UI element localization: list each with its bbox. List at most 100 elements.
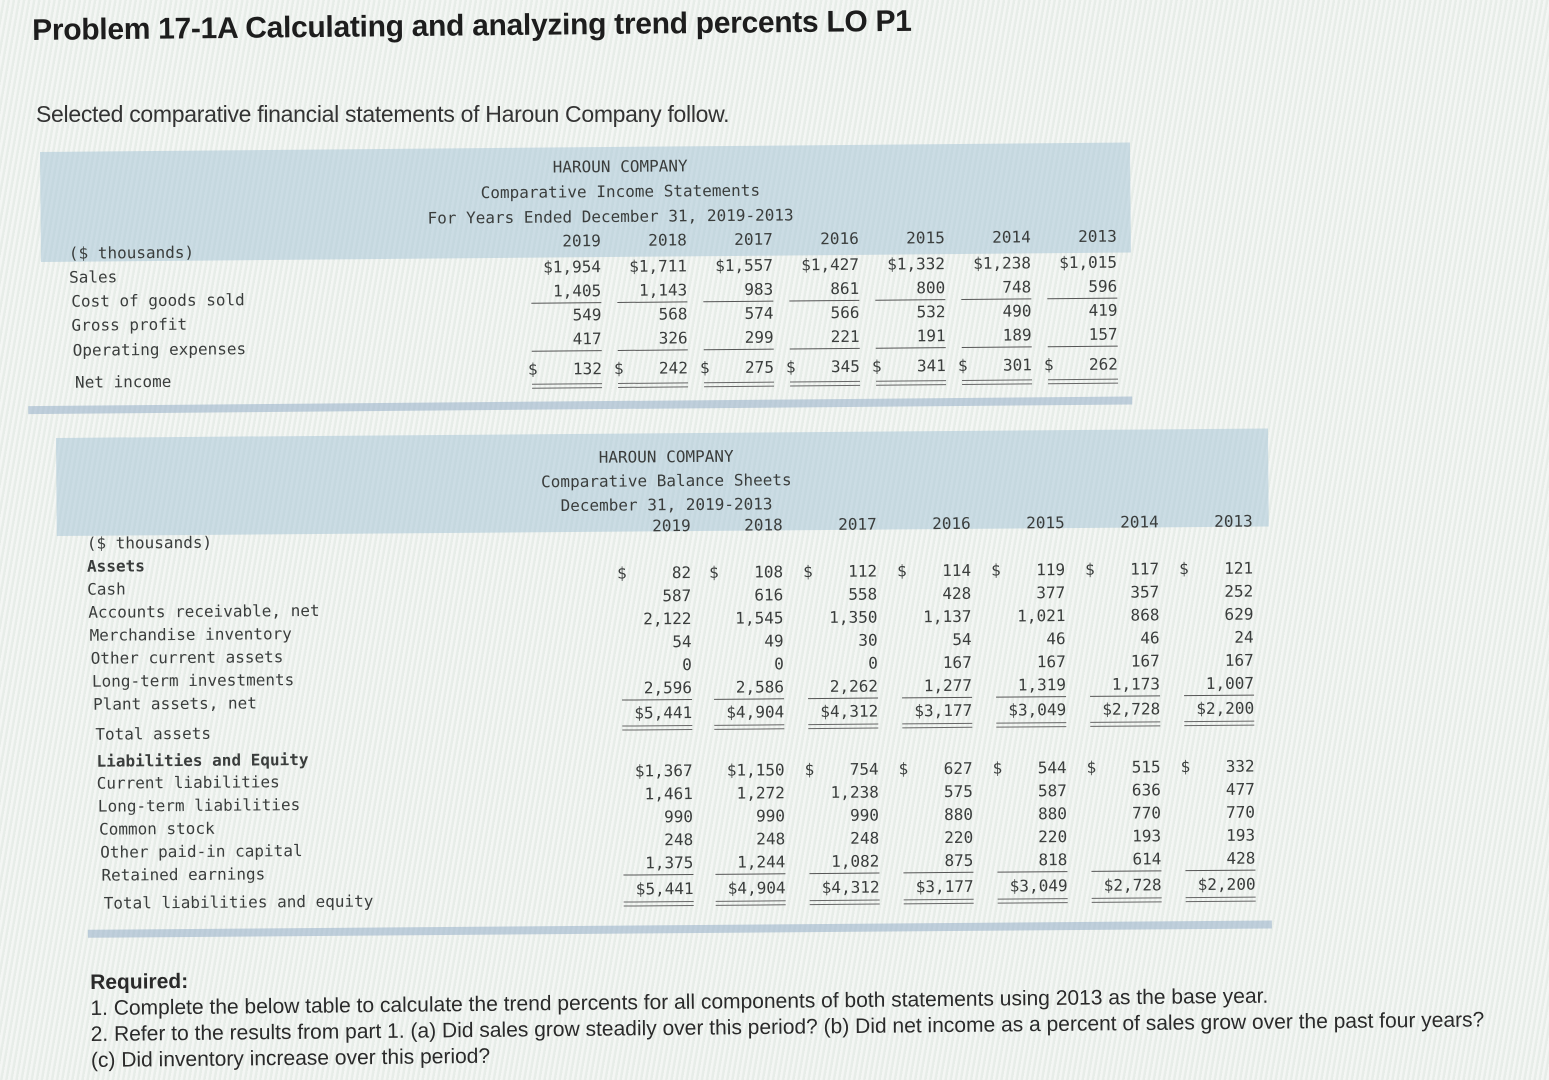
liabilities-equity-heading: Liabilities and Equity xyxy=(96,750,309,771)
plant-assets-2015: 1,319 xyxy=(1017,675,1067,695)
gross-profit-2014: 490 xyxy=(1002,301,1032,321)
double-underline xyxy=(996,722,1067,728)
double-underline xyxy=(623,901,694,907)
opex-2017: 299 xyxy=(744,327,774,347)
total-assets-2014: $2,728 xyxy=(1102,699,1161,719)
double-underline xyxy=(1184,720,1255,727)
net-income-2013: $262 xyxy=(1043,354,1118,375)
double-underline xyxy=(622,725,693,731)
currency-sign: $ xyxy=(990,560,1001,580)
lt-investments-2019: 0 xyxy=(682,655,692,675)
underline xyxy=(996,696,1067,698)
sales-2014: $1,238 xyxy=(973,253,1032,273)
sales-2018: $1,711 xyxy=(629,256,688,276)
row-label-accounts-receivable: Accounts receivable, net xyxy=(88,600,320,622)
opex-2014: 189 xyxy=(1002,325,1032,345)
double-underline xyxy=(1185,896,1256,903)
row-label-gross-profit: Gross profit xyxy=(71,314,188,335)
double-underline xyxy=(704,381,775,388)
underline xyxy=(875,299,946,301)
row-label-other-paid-in-capital: Other paid-in capital xyxy=(100,841,303,862)
lt-investments-2018: 0 xyxy=(774,654,784,674)
paid-in-capital-2016: 220 xyxy=(944,827,974,848)
other-current-2018: 49 xyxy=(764,631,784,651)
retained-earnings-2013: 428 xyxy=(1226,848,1256,868)
row-label-merchandise-inventory: Merchandise inventory xyxy=(89,624,292,645)
underline xyxy=(623,874,694,876)
double-underline xyxy=(714,724,785,730)
total-le-2015: $3,049 xyxy=(1009,876,1068,896)
underline xyxy=(997,871,1068,873)
net-income-2014: $301 xyxy=(957,355,1032,375)
net-income-2015: $341 xyxy=(871,356,946,376)
row-label-net-income: Net income xyxy=(74,371,172,392)
year-header: 2017 xyxy=(734,229,773,249)
year-header: 2014 xyxy=(1120,512,1159,532)
sales-2015: $1,332 xyxy=(887,254,946,274)
other-current-2015: 46 xyxy=(1046,629,1066,649)
paid-in-capital-2013: 193 xyxy=(1226,825,1256,845)
current-liab-2015: $544 xyxy=(992,758,1067,778)
common-stock-2016: 880 xyxy=(944,804,974,825)
table-bottom-border xyxy=(87,920,1272,938)
total-assets-2015: $3,049 xyxy=(1008,700,1067,720)
double-underline xyxy=(809,899,880,906)
sales-2017: $1,557 xyxy=(715,255,774,276)
row-label-long-term-liabilities: Long-term liabilities xyxy=(97,795,301,816)
current-liab-2018: $1,150 xyxy=(726,760,785,780)
company-name: HAROUN COMPANY xyxy=(598,446,734,467)
total-le-2018: $4,904 xyxy=(727,878,786,898)
double-underline xyxy=(808,723,879,730)
underline xyxy=(902,696,973,699)
row-label-operating-expenses: Operating expenses xyxy=(72,339,247,360)
required-section: Required: 1. Complete the below table to… xyxy=(90,955,1511,1074)
common-stock-2013: 770 xyxy=(1225,802,1256,822)
lt-investments-2013: 167 xyxy=(1224,650,1254,670)
intro-text: Selected comparative financial statement… xyxy=(36,101,730,127)
underline xyxy=(1047,297,1118,300)
cash-2014: $117 xyxy=(1084,559,1160,579)
common-stock-2014: 770 xyxy=(1131,803,1162,823)
plant-assets-2019: 2,596 xyxy=(643,678,693,698)
paid-in-capital-2017: 248 xyxy=(850,828,880,848)
double-underline xyxy=(1048,378,1119,385)
cogs-2017: 983 xyxy=(744,279,774,299)
row-label-total-liabilities-equity: Total liabilities and equity xyxy=(103,891,374,913)
inventory-2017: 1,350 xyxy=(829,607,878,627)
lt-liab-2015: 587 xyxy=(1037,781,1067,801)
double-underline xyxy=(876,380,947,386)
income-statement-table: HAROUN COMPANY Comparative Income Statem… xyxy=(28,142,1133,415)
opex-2013: 157 xyxy=(1088,324,1118,344)
current-liab-2013: $332 xyxy=(1180,756,1255,777)
currency-sign: $ xyxy=(613,358,624,378)
row-label-plant-assets: Plant assets, net xyxy=(93,693,257,714)
balance-sheet-table: HAROUN COMPANY Comparative Balance Sheet… xyxy=(56,428,1272,938)
lt-liab-2019: 1,461 xyxy=(644,784,693,804)
total-assets-2013: $2,200 xyxy=(1196,698,1255,719)
row-label-cogs: Cost of goods sold xyxy=(71,290,245,311)
company-name: HAROUN COMPANY xyxy=(552,156,688,177)
plant-assets-2018: 2,586 xyxy=(735,677,785,697)
year-header: 2019 xyxy=(562,231,601,251)
current-liab-2016: $627 xyxy=(898,758,973,779)
lt-liab-2016: 575 xyxy=(943,781,973,802)
cash-2015: $119 xyxy=(990,560,1066,580)
year-header: 2019 xyxy=(652,516,691,536)
underline xyxy=(617,301,688,303)
currency-sign: $ xyxy=(957,355,968,375)
year-header: 2018 xyxy=(648,230,687,250)
current-liab-2019: $1,367 xyxy=(634,761,693,781)
statement-title: Comparative Balance Sheets xyxy=(541,470,792,492)
common-stock-2017: 990 xyxy=(850,805,880,825)
row-label-retained-earnings: Retained earnings xyxy=(101,864,266,885)
cogs-2015: 800 xyxy=(916,278,946,298)
year-header: 2015 xyxy=(1026,513,1065,533)
gross-profit-2019: 549 xyxy=(572,305,602,325)
opex-2019: 417 xyxy=(572,329,602,349)
gross-profit-2013: 419 xyxy=(1088,300,1118,320)
retained-earnings-2014: 614 xyxy=(1132,849,1162,869)
gross-profit-2018: 568 xyxy=(658,304,688,324)
currency-sign: $ xyxy=(992,758,1003,778)
double-underline xyxy=(962,379,1033,385)
other-current-2013: 24 xyxy=(1234,627,1254,647)
